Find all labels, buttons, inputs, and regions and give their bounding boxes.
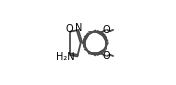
Text: O: O [102, 25, 110, 35]
Text: H₂N: H₂N [56, 52, 75, 62]
Text: O: O [65, 24, 73, 34]
Text: O: O [102, 51, 110, 61]
Text: N: N [75, 23, 82, 33]
